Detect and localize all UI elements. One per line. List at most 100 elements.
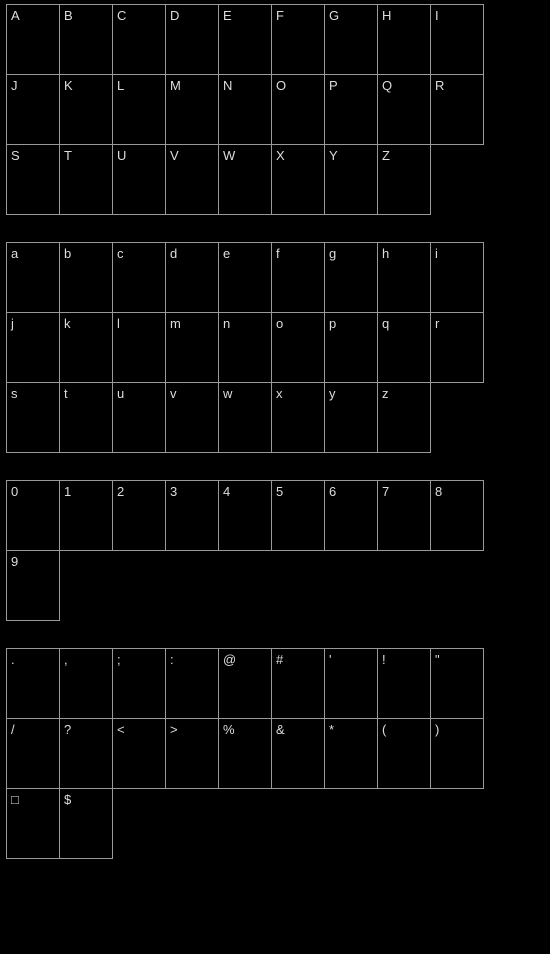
glyph-label: 4	[223, 484, 230, 499]
glyph-label: Y	[329, 148, 338, 163]
glyph-cell: n	[218, 312, 272, 383]
glyph-cell: 0	[6, 480, 60, 551]
glyph-cell: y	[324, 382, 378, 453]
glyph-label: G	[329, 8, 339, 23]
glyph-label: (	[382, 722, 386, 737]
glyph-cell: '	[324, 648, 378, 719]
glyph-cell: "	[430, 648, 484, 719]
glyph-row: stuvwxyz	[6, 383, 484, 453]
section-uppercase: ABCDEFGHIJKLMNOPQRSTUVWXYZ	[6, 4, 484, 215]
glyph-cell: h	[377, 242, 431, 313]
glyph-cell: 5	[271, 480, 325, 551]
glyph-row: ABCDEFGHI	[6, 4, 484, 75]
glyph-cell: ,	[59, 648, 113, 719]
glyph-cell: 3	[165, 480, 219, 551]
glyph-cell: A	[6, 4, 60, 75]
glyph-label: T	[64, 148, 72, 163]
glyph-cell: p	[324, 312, 378, 383]
glyph-label: f	[276, 246, 280, 261]
glyph-label: N	[223, 78, 232, 93]
glyph-label: m	[170, 316, 181, 331]
glyph-label: o	[276, 316, 283, 331]
glyph-cell: :	[165, 648, 219, 719]
glyph-row: abcdefghi	[6, 242, 484, 313]
glyph-label: 7	[382, 484, 389, 499]
glyph-label: V	[170, 148, 179, 163]
glyph-label: r	[435, 316, 439, 331]
glyph-cell: !	[377, 648, 431, 719]
glyph-label: Z	[382, 148, 390, 163]
glyph-label: @	[223, 652, 236, 667]
glyph-label: 8	[435, 484, 442, 499]
glyph-cell: 8	[430, 480, 484, 551]
glyph-label: 5	[276, 484, 283, 499]
section-digits: 0123456789	[6, 480, 484, 621]
glyph-label: g	[329, 246, 336, 261]
glyph-cell: Y	[324, 144, 378, 215]
glyph-row: STUVWXYZ	[6, 145, 484, 215]
glyph-cell: Z	[377, 144, 431, 215]
glyph-cell: C	[112, 4, 166, 75]
glyph-label: 1	[64, 484, 71, 499]
glyph-label: >	[170, 722, 178, 737]
glyph-cell: □	[6, 788, 60, 859]
glyph-label: b	[64, 246, 71, 261]
glyph-label: #	[276, 652, 283, 667]
glyph-cell: I	[430, 4, 484, 75]
glyph-label: 2	[117, 484, 124, 499]
glyph-label: v	[170, 386, 177, 401]
glyph-label: *	[329, 722, 334, 737]
glyph-cell: e	[218, 242, 272, 313]
glyph-label: h	[382, 246, 389, 261]
glyph-label: I	[435, 8, 439, 23]
glyph-cell: H	[377, 4, 431, 75]
glyph-cell: @	[218, 648, 272, 719]
glyph-label: L	[117, 78, 124, 93]
glyph-cell: /	[6, 718, 60, 789]
glyph-label: ?	[64, 722, 71, 737]
glyph-cell: i	[430, 242, 484, 313]
glyph-label: ;	[117, 652, 121, 667]
glyph-cell: 1	[59, 480, 113, 551]
glyph-label: □	[11, 792, 19, 807]
glyph-cell: G	[324, 4, 378, 75]
glyph-cell: %	[218, 718, 272, 789]
glyph-cell: )	[430, 718, 484, 789]
glyph-cell: <	[112, 718, 166, 789]
glyph-cell: o	[271, 312, 325, 383]
glyph-label: A	[11, 8, 20, 23]
glyph-cell: l	[112, 312, 166, 383]
glyph-cell: J	[6, 74, 60, 145]
glyph-row: 012345678	[6, 480, 484, 551]
glyph-label: &	[276, 722, 285, 737]
glyph-cell: &	[271, 718, 325, 789]
glyph-cell: T	[59, 144, 113, 215]
glyph-label: t	[64, 386, 68, 401]
glyph-cell: R	[430, 74, 484, 145]
glyph-label: u	[117, 386, 124, 401]
glyph-label: "	[435, 652, 440, 667]
glyph-cell: x	[271, 382, 325, 453]
glyph-label: F	[276, 8, 284, 23]
glyph-cell: S	[6, 144, 60, 215]
glyph-label: 0	[11, 484, 18, 499]
glyph-cell: m	[165, 312, 219, 383]
glyph-label: X	[276, 148, 285, 163]
glyph-label: U	[117, 148, 126, 163]
glyph-label: R	[435, 78, 444, 93]
glyph-cell: #	[271, 648, 325, 719]
glyph-label: C	[117, 8, 126, 23]
glyph-label: H	[382, 8, 391, 23]
glyph-label: /	[11, 722, 15, 737]
glyph-label: '	[329, 652, 331, 667]
glyph-cell: g	[324, 242, 378, 313]
glyph-cell: 7	[377, 480, 431, 551]
glyph-label: $	[64, 792, 71, 807]
glyph-label: S	[11, 148, 20, 163]
glyph-cell: u	[112, 382, 166, 453]
glyph-label: j	[11, 316, 14, 331]
glyph-label: D	[170, 8, 179, 23]
glyph-cell: 4	[218, 480, 272, 551]
glyph-label: )	[435, 722, 439, 737]
glyph-label: k	[64, 316, 71, 331]
